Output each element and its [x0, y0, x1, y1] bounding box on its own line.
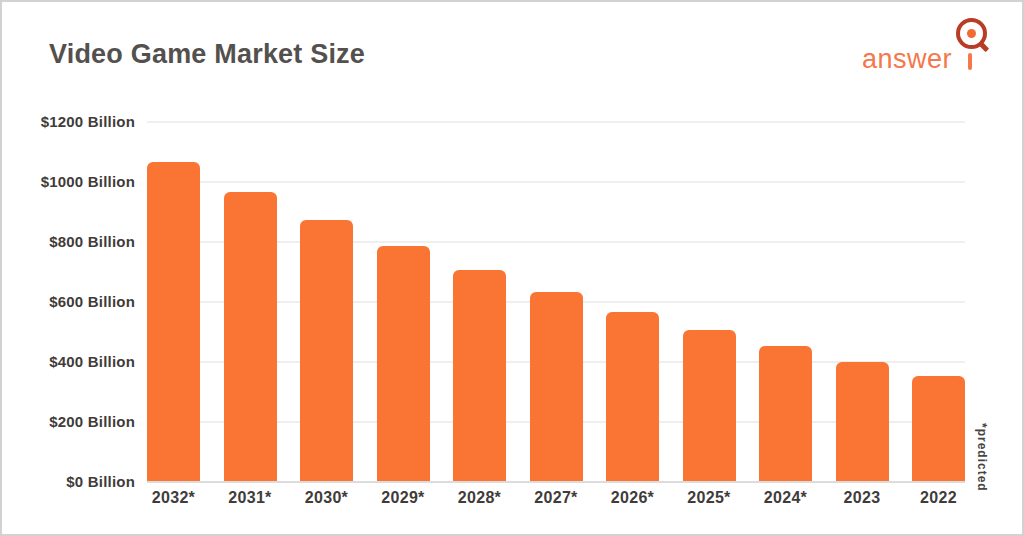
- bar-2032: [147, 162, 200, 481]
- y-axis-label: $800 Billion: [15, 233, 135, 250]
- bar-2025: [683, 330, 736, 481]
- y-axis-label: $600 Billion: [15, 293, 135, 310]
- x-axis-label-2032: 2032*: [152, 489, 195, 507]
- y-axis-label: $1200 Billion: [15, 113, 135, 130]
- x-axis-label-2027: 2027*: [534, 489, 577, 507]
- bar-series: [147, 121, 965, 481]
- predicted-footnote: *predicted: [975, 423, 989, 492]
- brand-logo-text: answer: [862, 46, 952, 73]
- bar-2029: [377, 246, 430, 481]
- bar-2030: [300, 220, 353, 481]
- x-axis-label-2022: 2022: [920, 489, 957, 507]
- x-axis-labels: 2032* 2031* 2030* 2029* 2028* 2027* 2026* 2025*…: [147, 489, 965, 507]
- magnifier-dot-icon: [967, 29, 976, 38]
- x-axis-label-2023: 2023: [844, 489, 881, 507]
- bar-2031: [224, 192, 277, 481]
- bar-2026: [606, 312, 659, 481]
- x-axis-label-2025: 2025*: [687, 489, 730, 507]
- bar-2023: [836, 362, 889, 481]
- x-axis-label-2030: 2030*: [305, 489, 348, 507]
- y-axis-label: $0 Billion: [15, 473, 135, 490]
- infographic-frame: Video Game Market Size answer $1200 Bill…: [0, 0, 1024, 536]
- x-axis-label-2026: 2026*: [611, 489, 654, 507]
- x-axis-label-2029: 2029*: [381, 489, 424, 507]
- x-axis-label-2031: 2031*: [228, 489, 271, 507]
- x-axis-label-2028: 2028*: [458, 489, 501, 507]
- y-axis-label: $1000 Billion: [15, 173, 135, 190]
- x-axis-line: [147, 481, 965, 483]
- bar-2027: [530, 292, 583, 481]
- logo-stem-icon: [968, 53, 972, 70]
- magnifier-handle-icon: [978, 41, 989, 52]
- bar-2024: [759, 346, 812, 481]
- y-axis-label: $400 Billion: [15, 353, 135, 370]
- bar-2028: [453, 270, 506, 481]
- x-axis-label-2024: 2024*: [764, 489, 807, 507]
- page-title: Video Game Market Size: [49, 38, 365, 70]
- y-axis-label: $200 Billion: [15, 413, 135, 430]
- bar-2022: [912, 376, 965, 481]
